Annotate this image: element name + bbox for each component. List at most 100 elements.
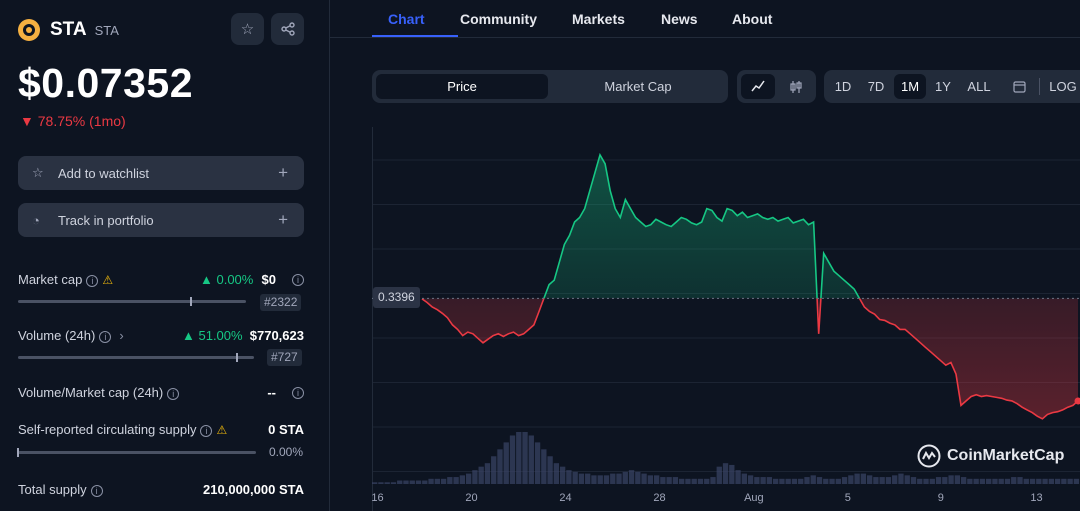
section-tabs (330, 0, 1080, 38)
add-to-watchlist-button[interactable]: ☆ Add to watchlist + (18, 156, 304, 190)
volume-bar (892, 475, 898, 484)
candle-chart-button[interactable] (779, 74, 812, 99)
warning-icon[interactable]: ⚠ (216, 423, 228, 437)
price-option[interactable]: Price (376, 74, 548, 99)
market-cap-value: $0 (261, 272, 276, 287)
volume-bar (835, 478, 841, 484)
info-icon[interactable]: i (86, 274, 99, 287)
vol-mcap-value: -- (267, 385, 276, 400)
info-icon[interactable]: i (292, 387, 304, 399)
range-all[interactable]: ALL (967, 79, 991, 94)
volume-bar (785, 478, 791, 484)
price-area-above (422, 154, 1078, 299)
volume-bar (691, 478, 697, 484)
volume-bar (942, 477, 948, 484)
coin-header: STA STA (18, 16, 119, 44)
x-tick-label: 20 (465, 492, 478, 504)
price-chart[interactable] (372, 127, 1080, 511)
volume-bar (967, 478, 973, 484)
volume-bar (660, 477, 666, 484)
range-1y[interactable]: 1Y (935, 79, 951, 94)
line-chart-icon (751, 80, 765, 92)
market-cap-row: Market cap i ⚠ ▲ 0.00% $0 i (18, 270, 304, 290)
volume-bar (679, 478, 685, 484)
volume-bar (516, 432, 522, 484)
volume-bar (1067, 478, 1073, 484)
star-icon: ☆ (32, 165, 44, 180)
tab-about[interactable]: About (732, 11, 773, 27)
log-scale-button[interactable]: LOG (1049, 79, 1077, 94)
volume-bar (447, 477, 453, 484)
volume-bar (898, 473, 904, 484)
volume-bar (534, 442, 541, 484)
volume-bar (804, 477, 810, 484)
tab-community[interactable]: Community (460, 11, 537, 27)
x-tick-label: 16 (371, 492, 384, 504)
x-tick-label: Aug (744, 492, 764, 504)
volume-bar (672, 477, 679, 484)
volume-bar (910, 477, 917, 484)
volume-bar (603, 475, 610, 484)
volume-bar (572, 471, 578, 484)
volume-bar (823, 478, 829, 484)
volume-bar (860, 473, 867, 484)
volume-change: ▲ 51.00% (182, 328, 243, 343)
coin-symbol: STA (94, 22, 119, 38)
volume-bar (1036, 478, 1042, 484)
volume-bar (766, 477, 773, 484)
volume-bar (635, 471, 641, 484)
tab-news[interactable]: News (661, 11, 698, 27)
volume-bar (741, 473, 747, 484)
sta-logo-icon (18, 19, 40, 41)
tab-markets[interactable]: Markets (572, 11, 625, 27)
range-7d[interactable]: 7D (867, 79, 885, 94)
volume-bar (440, 478, 447, 484)
volume-bar (1042, 478, 1048, 484)
divider (1039, 78, 1040, 95)
volume-bar (935, 477, 942, 484)
volume-bar (1054, 478, 1061, 484)
info-icon[interactable]: i (292, 274, 304, 286)
volume-bar (653, 475, 660, 484)
circ-supply-bar (17, 448, 256, 457)
info-icon[interactable]: i (99, 330, 112, 343)
info-icon[interactable]: i (200, 424, 213, 437)
range-1d[interactable]: 1D (834, 79, 852, 94)
volume-bar (954, 475, 961, 484)
share-button[interactable] (271, 13, 304, 45)
portfolio-label: Track in portfolio (58, 212, 154, 228)
chevron-right-icon[interactable]: › (119, 328, 124, 343)
chart-type-toggle (737, 70, 816, 103)
volume-bar (841, 477, 848, 484)
price-area-below (422, 298, 1078, 419)
volume-bar (503, 442, 509, 484)
volume-bar (685, 478, 691, 484)
vol-mcap-label: Volume/Market cap (24h) (18, 385, 164, 400)
warning-icon[interactable]: ⚠ (102, 273, 114, 287)
volume-bar (697, 478, 704, 484)
volume-bar (1073, 478, 1080, 484)
info-icon[interactable]: i (90, 484, 103, 497)
volume-bar (923, 478, 929, 484)
track-portfolio-button[interactable]: ◔ Track in portfolio + (18, 203, 304, 237)
time-range-toggle: 1D 7D 1M 1Y ALL LOG (824, 70, 1080, 103)
calendar-button[interactable] (1004, 74, 1034, 99)
line-chart-button[interactable] (741, 74, 775, 99)
market-cap-option[interactable]: Market Cap (604, 79, 672, 94)
volume-bar (422, 480, 428, 484)
price-change: ▼ 78.75% (1mo) (20, 113, 126, 129)
volume-bar (528, 435, 534, 484)
tab-chart[interactable]: Chart (388, 11, 425, 27)
range-1m[interactable]: 1M (894, 74, 926, 99)
volume-bar (415, 480, 422, 484)
volume-bar (791, 478, 798, 484)
info-icon[interactable]: i (167, 387, 180, 400)
star-button[interactable]: ☆ (231, 13, 264, 45)
volume-bar (992, 478, 998, 484)
volume-bar (829, 478, 835, 484)
volume-bar (597, 475, 603, 484)
volume-bar (1004, 478, 1011, 484)
pie-chart-icon: ◔ (32, 212, 40, 228)
volume-bar (747, 475, 754, 484)
candlestick-icon (789, 81, 802, 93)
